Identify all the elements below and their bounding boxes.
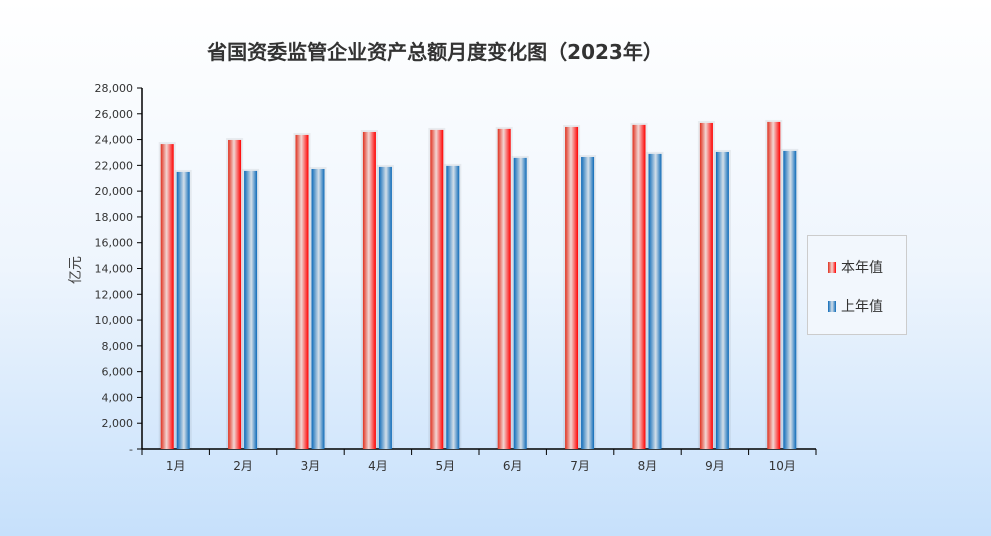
bar-previous-year [244, 170, 258, 450]
bar-previous-year [176, 171, 190, 449]
x-tick-label: 6月 [503, 459, 523, 473]
x-tick-label: 3月 [301, 459, 321, 473]
x-tick-label: 1月 [166, 459, 186, 473]
bar-current-year [362, 131, 376, 449]
bar-previous-year [378, 166, 392, 449]
bar-current-year [160, 144, 174, 449]
x-tick-label: 2月 [233, 459, 253, 473]
bar-current-year [699, 122, 713, 450]
x-tick-label: 4月 [368, 459, 388, 473]
x-tick-label: 10月 [769, 459, 796, 473]
y-tick-label: 18,000 [95, 211, 134, 224]
y-tick-label: 4,000 [102, 391, 134, 404]
bar-previous-year [581, 156, 595, 449]
y-axis-label: 亿元 [68, 256, 84, 284]
bar-previous-year [311, 168, 325, 449]
y-tick-label: 22,000 [95, 159, 134, 172]
y-tick-label: 14,000 [95, 263, 134, 276]
bar-current-year [767, 121, 781, 450]
y-tick-label: 26,000 [95, 108, 134, 121]
x-tick-label: 9月 [705, 459, 725, 473]
chart-title: 省国资委监管企业资产总额月度变化图（2023年） [207, 40, 663, 64]
x-tick-label: 7月 [570, 459, 590, 473]
x-tick-label: 5月 [435, 459, 455, 473]
y-tick-label: 28,000 [95, 82, 134, 95]
bar-previous-year [648, 153, 662, 449]
legend: 本年值 上年值 [807, 235, 907, 335]
legend-swatch [828, 261, 836, 273]
y-tick-label: - [129, 443, 133, 456]
bar-current-year [228, 139, 242, 449]
y-tick-label: 24,000 [95, 134, 134, 147]
bar-previous-year [513, 157, 527, 450]
y-tick-label: 16,000 [95, 237, 134, 250]
y-tick-label: 10,000 [95, 314, 134, 327]
y-tick-label: 6,000 [102, 366, 134, 379]
legend-item-current: 本年值 [828, 257, 883, 277]
legend-label: 上年值 [841, 299, 883, 315]
y-tick-label: 12,000 [95, 288, 134, 301]
bar-current-year [295, 134, 309, 449]
legend-item-previous: 上年值 [828, 296, 883, 316]
bar-current-year [497, 128, 511, 449]
x-tick-label: 8月 [638, 459, 658, 473]
bar-previous-year [783, 150, 797, 449]
bar-current-year [632, 124, 646, 450]
bar-previous-year [446, 165, 460, 449]
legend-label: 本年值 [841, 260, 883, 276]
legend-swatch [828, 300, 836, 312]
bar-current-year [430, 129, 444, 449]
bar-current-year [565, 126, 579, 449]
bar-previous-year [715, 151, 729, 449]
y-tick-label: 8,000 [102, 340, 134, 353]
y-tick-label: 20,000 [95, 185, 134, 198]
y-tick-label: 2,000 [102, 417, 134, 430]
